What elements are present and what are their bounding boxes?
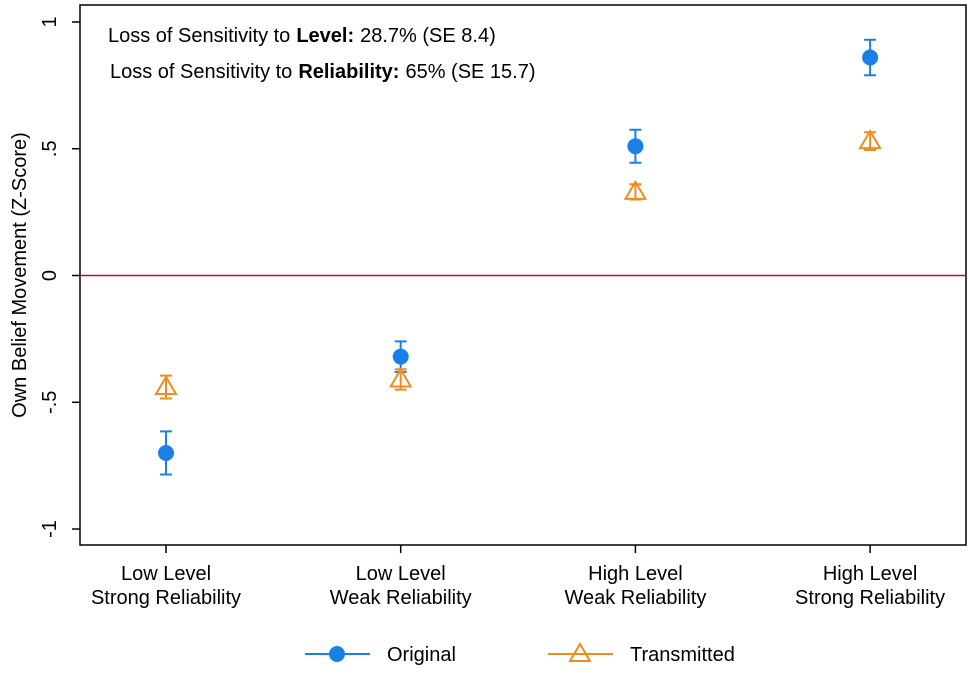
legend-label: Transmitted [630, 644, 735, 666]
point [858, 129, 882, 150]
point [388, 367, 413, 388]
annotation-part: Level: [296, 25, 354, 47]
y-axis-title: Own Belief Movement (Z-Score) [9, 132, 31, 418]
point [158, 444, 174, 461]
legend-marker [329, 646, 345, 662]
point [392, 348, 409, 365]
error-bar [629, 183, 642, 201]
x-tick-label: Low Level [356, 563, 446, 585]
x-tick-label: High Level [823, 563, 918, 585]
y-tick-label: .5 [39, 140, 61, 157]
x-tick-label: High Level [588, 563, 683, 585]
point [623, 179, 648, 200]
x-tick-label: Strong Reliability [91, 587, 241, 609]
legend-label: Original [387, 644, 456, 666]
point [862, 49, 879, 66]
x-tick-label: Strong Reliability [795, 587, 945, 609]
point [627, 138, 644, 155]
x-tick-label: Weak Reliability [564, 587, 706, 609]
y-tick-label: -1 [39, 520, 61, 538]
annotation-part: Loss of Sensitivity to [110, 61, 292, 83]
annotation-part: 28.7% (SE 8.4) [360, 25, 496, 47]
y-tick-label: 1 [39, 16, 61, 27]
x-tick-label: Low Level [121, 563, 211, 585]
y-tick-label: -.5 [39, 391, 61, 414]
annotation-part: Loss of Sensitivity to [108, 25, 290, 47]
y-tick-label: 0 [39, 270, 61, 281]
annotation: Loss of Sensitivity to Level: 28.7% (SE 8.… [108, 25, 496, 47]
legend-marker [568, 642, 592, 662]
x-tick-label: Weak Reliability [330, 587, 472, 609]
annotation: Loss of Sensitivity to Reliability: 65% (S… [110, 61, 536, 83]
annotation-part: 65% (SE 15.7) [405, 61, 535, 83]
annotation-part: Reliability: [298, 61, 399, 83]
point [154, 375, 178, 396]
